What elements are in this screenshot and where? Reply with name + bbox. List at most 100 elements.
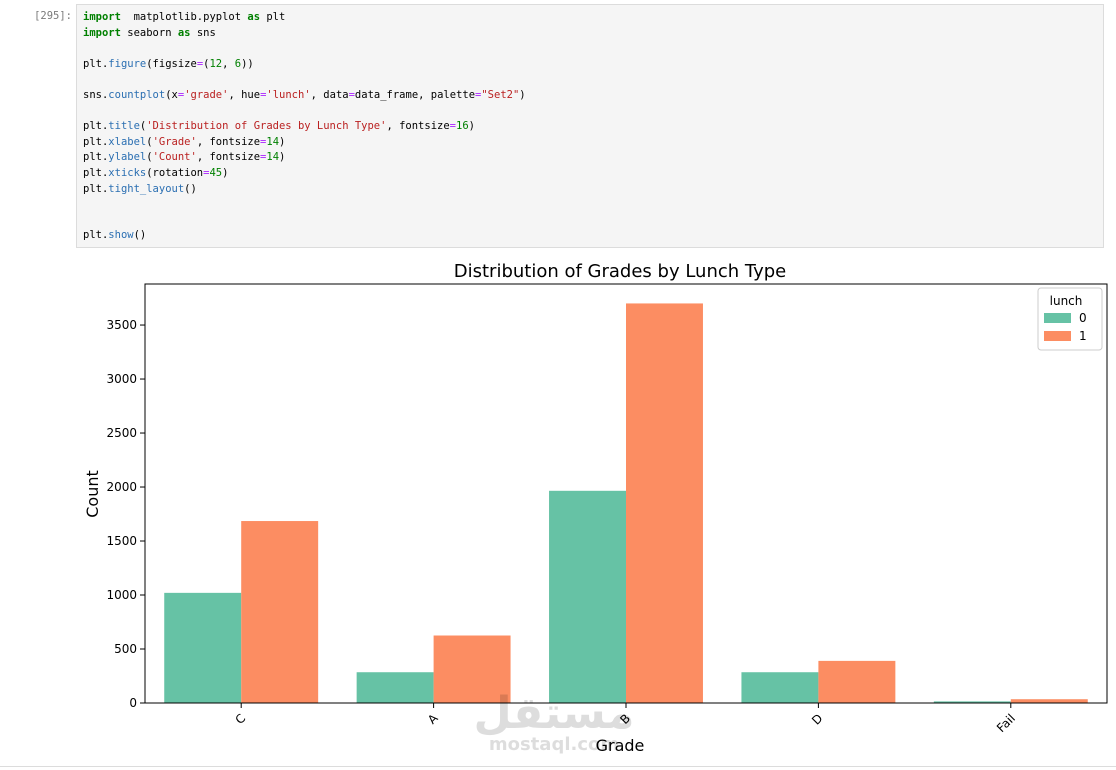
code-token: ( (146, 151, 153, 164)
code-token: ( (146, 135, 153, 148)
code-line: plt.show() (83, 228, 526, 244)
code-line: plt.xticks(rotation=45) (83, 166, 526, 182)
code-line: import matplotlib.pyplot as plt (83, 10, 526, 26)
code-token: 6 (234, 57, 242, 70)
code-token: import (83, 11, 121, 23)
code-token: = (260, 88, 267, 101)
code-token: = (177, 88, 185, 101)
bar-fail-lunch-1 (1010, 699, 1088, 703)
code-token: plt. (83, 182, 109, 195)
code-token: plt. (83, 135, 109, 148)
code-token: 45 (209, 166, 223, 179)
code-token: sns. (83, 88, 109, 101)
code-token: "Set2" (481, 88, 520, 101)
y-tick-label: 3000 (106, 372, 137, 386)
code-token: ) (279, 151, 286, 164)
code-editor[interactable]: import matplotlib.pyplot as plt import se… (83, 10, 526, 244)
code-token: as (247, 11, 261, 23)
code-line (83, 72, 526, 88)
y-tick-label: 2000 (106, 480, 137, 494)
code-token: = (475, 88, 482, 101)
y-tick-label: 1500 (106, 534, 137, 548)
code-line: plt.ylabel('Count', fontsize=14) (83, 150, 526, 166)
bar-b-lunch-1 (626, 303, 703, 703)
code-token: (x (165, 88, 178, 101)
bar-a-lunch-1 (433, 635, 511, 703)
code-token: countplot (108, 88, 166, 101)
x-tick-label: D (809, 711, 825, 727)
code-token: sns (190, 26, 216, 39)
code-token: import (83, 26, 121, 39)
code-line: plt.tight_layout() (83, 182, 526, 198)
code-token: plt. (83, 57, 109, 70)
x-tick-label: C (232, 711, 248, 727)
code-line (83, 213, 526, 229)
code-token: , data (310, 88, 349, 101)
x-tick-label: Fail (994, 711, 1018, 735)
y-tick-label: 0 (129, 696, 137, 710)
bar-c-lunch-1 (241, 521, 319, 703)
x-axis-label: Grade (596, 736, 645, 755)
code-line: import seaborn as sns (83, 26, 526, 42)
y-tick-label: 3500 (106, 318, 137, 332)
code-token: seaborn (120, 26, 178, 39)
watermark: مستقل mostaql.com (474, 688, 635, 755)
code-line: sns.countplot(x='grade', hue='lunch', da… (83, 88, 526, 104)
bar-chart: Distribution of Grades by Lunch Type 0 50… (83, 261, 1108, 755)
code-token: , (222, 57, 235, 70)
code-token: plt (260, 11, 286, 23)
code-line: plt.figure(figsize=(12, 6)) (83, 57, 526, 73)
code-token: (figsize (146, 57, 197, 70)
code-token: plt. (83, 151, 109, 164)
legend-title: lunch (1050, 294, 1083, 308)
code-token: ( (139, 120, 147, 133)
code-token: , hue (228, 88, 261, 101)
bar-a-lunch-0 (356, 672, 434, 703)
y-tick-label: 1000 (106, 588, 137, 602)
code-line: plt.xlabel('Grade', fontsize=14) (83, 135, 526, 151)
code-token: () (133, 229, 147, 242)
code-token: 'Count' (152, 151, 197, 164)
chart-title: Distribution of Grades by Lunch Type (454, 261, 786, 282)
bar-fail-lunch-0 (933, 701, 1011, 703)
code-token: plt. (83, 229, 109, 242)
code-cell-input[interactable]: import matplotlib.pyplot as plt import se… (76, 4, 1104, 248)
code-token: 12 (209, 57, 223, 70)
bar-d-lunch-1 (818, 660, 896, 703)
code-token: ( (203, 57, 210, 70)
bars (164, 303, 1088, 703)
code-token: ) (222, 166, 229, 179)
bar-d-lunch-0 (741, 672, 819, 703)
code-token: = (196, 57, 204, 70)
code-token: 'grade' (184, 88, 229, 101)
code-token: = (203, 166, 210, 179)
code-token: = (449, 120, 456, 133)
code-token: ) (279, 135, 286, 148)
x-tick-label: A (425, 711, 441, 727)
code-token: as (177, 26, 191, 39)
bar-b-lunch-0 (549, 490, 626, 703)
cell-output: Distribution of Grades by Lunch Type 0 50… (76, 250, 1116, 766)
code-token: = (260, 135, 267, 148)
y-axis-ticks: 0 500 1000 1500 2000 2500 3000 3500 (106, 318, 145, 710)
code-token: (rotation (146, 166, 204, 179)
legend-swatch-1 (1044, 331, 1071, 341)
code-token: plt. (83, 120, 109, 133)
code-line (83, 104, 526, 120)
bar-c-lunch-0 (164, 592, 242, 703)
code-token: data_frame, palette (354, 88, 476, 101)
code-token: figure (108, 57, 147, 70)
code-line (83, 41, 526, 57)
code-token: xticks (108, 166, 147, 179)
code-token: 'Grade' (152, 135, 197, 148)
code-token: , fontsize (386, 120, 450, 133)
legend-label-1: 1 (1079, 329, 1087, 343)
code-line (83, 197, 526, 213)
code-token: 'lunch' (266, 88, 311, 101)
legend: lunch 0 1 (1037, 287, 1103, 351)
code-token: , fontsize (196, 151, 261, 164)
y-axis-label: Count (83, 470, 102, 518)
code-token: tight_layout (108, 182, 185, 195)
code-token: ) (468, 120, 475, 133)
watermark-latin: mostaql.com (489, 734, 619, 755)
